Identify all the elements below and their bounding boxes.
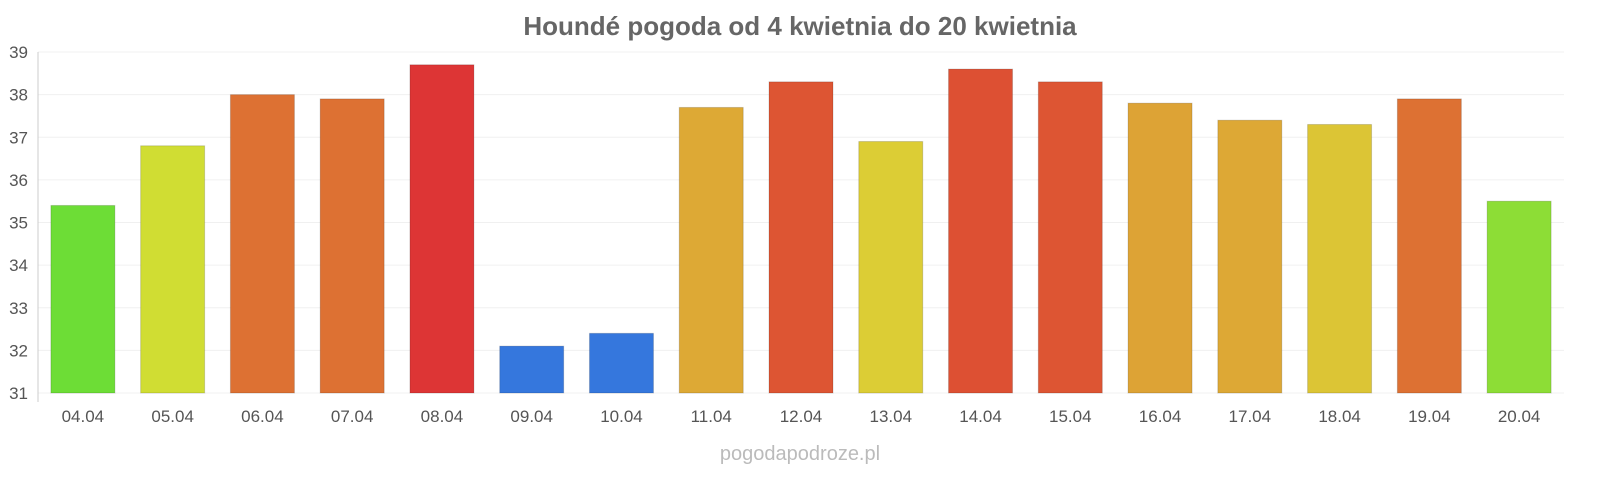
bar-13.04[interactable] [858, 141, 924, 394]
x-tick-label: 09.04 [510, 407, 553, 426]
bar-18.04[interactable] [1307, 123, 1373, 394]
bar-10.04[interactable] [588, 332, 654, 394]
y-tick-label: 35 [9, 214, 28, 233]
y-tick-label: 34 [9, 256, 28, 275]
x-tick-label: 05.04 [151, 407, 194, 426]
bar-19.04[interactable] [1396, 98, 1462, 394]
y-tick-label: 39 [9, 43, 28, 62]
x-tick-label: 07.04 [331, 407, 374, 426]
bar-17.04[interactable] [1217, 119, 1283, 394]
x-tick-label: 13.04 [869, 407, 912, 426]
bar-20.04[interactable] [1486, 200, 1552, 394]
x-tick-label: 20.04 [1498, 407, 1541, 426]
x-tick-label: 08.04 [421, 407, 464, 426]
x-tick-label: 14.04 [959, 407, 1002, 426]
credit-text: pogodapodroze.pl [720, 443, 880, 465]
x-tick-label: 12.04 [780, 407, 823, 426]
bar-08.04[interactable] [409, 64, 475, 394]
x-tick-label: 17.04 [1229, 407, 1272, 426]
x-tick-label: 15.04 [1049, 407, 1092, 426]
bar-16.04[interactable] [1127, 102, 1193, 394]
x-tick-label: 19.04 [1408, 407, 1451, 426]
y-tick-label: 31 [9, 384, 28, 403]
bar-04.04[interactable] [50, 204, 116, 394]
bar-09.04[interactable] [499, 345, 565, 394]
bar-07.04[interactable] [319, 98, 385, 394]
x-tick-label: 04.04 [62, 407, 105, 426]
bar-12.04[interactable] [768, 81, 834, 394]
x-tick-label: 10.04 [600, 407, 643, 426]
x-tick-label: 16.04 [1139, 407, 1182, 426]
x-tick-label: 11.04 [691, 407, 732, 426]
y-tick-label: 33 [9, 299, 28, 318]
bar-15.04[interactable] [1037, 81, 1103, 394]
chart-title: Houndé pogoda od 4 kwietnia do 20 kwietn… [523, 11, 1077, 41]
y-tick-label: 32 [9, 341, 28, 360]
y-tick-label: 36 [9, 171, 28, 190]
bar-14.04[interactable] [948, 68, 1014, 394]
bar-05.04[interactable] [140, 145, 206, 394]
x-tick-label: 06.04 [241, 407, 284, 426]
bar-06.04[interactable] [229, 94, 295, 394]
y-tick-label: 37 [9, 128, 28, 147]
bar-11.04[interactable] [678, 106, 744, 394]
y-tick-label: 38 [9, 86, 28, 105]
x-tick-label: 18.04 [1318, 407, 1361, 426]
